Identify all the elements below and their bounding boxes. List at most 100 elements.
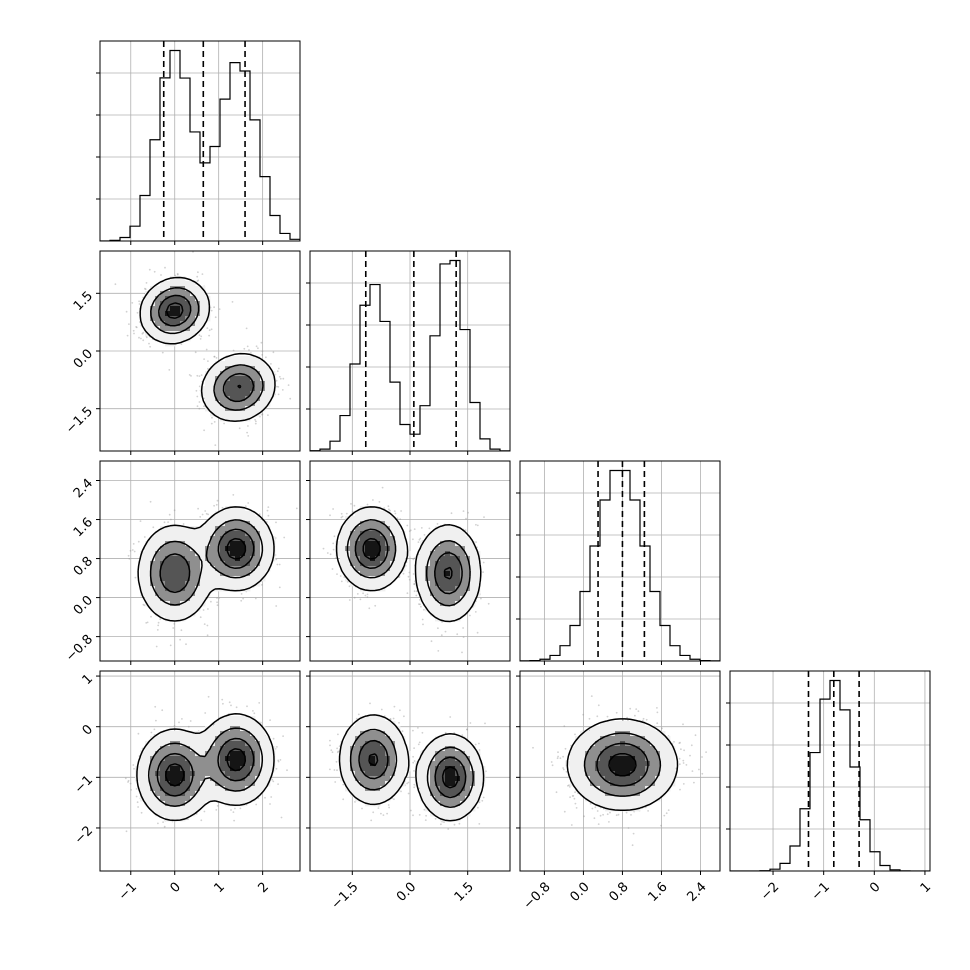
density-cell [155,531,161,537]
scatter-point [148,268,151,271]
scatter-point [246,345,249,348]
density-cell [245,556,251,562]
density-cell [245,511,251,517]
scatter-point [483,516,485,518]
density-cell [160,596,166,602]
density-cell [150,576,156,582]
density-cell [155,596,161,602]
density-cell [230,526,236,532]
density-cell [265,551,271,557]
scatter-point [169,644,172,647]
density-cell [230,571,236,577]
scatter-point [413,583,415,585]
density-cell [270,541,276,547]
density-cell [185,331,191,337]
scatter-point [247,502,250,504]
density-cell [145,581,151,587]
density-cell [240,516,246,522]
density-cell [180,536,186,542]
hist-panel-0 [96,40,301,242]
density-cell [205,571,211,577]
scatter-point [417,541,420,543]
density-cell [260,391,266,397]
scatter-point [345,512,348,515]
density-cell [190,541,196,547]
density-cell [245,371,251,377]
density-cell [195,296,201,302]
scatter-point [261,413,264,415]
scatter-point [374,604,377,607]
density-cell [170,311,176,317]
scatter-point [198,334,201,337]
density-cell [145,316,151,322]
density-cell [145,571,151,577]
density-cell [195,601,201,607]
scatter-point [127,323,130,325]
scatter-point [218,308,221,310]
density-cell [235,516,241,522]
density-cell [240,561,246,567]
density-cell [170,611,176,617]
density-cell [230,416,236,422]
scatter-point [245,327,248,330]
density-cell [190,316,196,322]
density-cell [180,591,186,597]
density-cell [225,576,231,582]
density-cell [150,296,156,302]
density-cell [255,376,261,382]
density-cell [220,511,226,517]
density-cell [170,566,176,572]
density-cell [210,556,216,562]
density-cell [225,401,231,407]
density-cell [165,556,171,562]
scatter-point [204,510,207,512]
density-cell [215,536,221,542]
density-cell [145,296,151,302]
density-cell [155,286,161,292]
scatter-point [213,355,216,358]
density-cell [150,536,156,542]
density-cell [175,291,181,297]
density-cell [215,396,221,402]
density-cell [185,526,191,532]
density-cell [210,516,216,522]
density-cell [240,356,246,362]
density-cell [165,606,171,612]
density-cell [250,566,256,572]
density-cell [205,376,211,382]
scatter-point [215,503,218,506]
density-cell [160,311,166,317]
density-cell [175,601,181,607]
density-cell [175,571,181,577]
density-cell [170,606,176,612]
scatter-point [254,422,257,425]
density-cell [140,586,146,592]
density-cell [265,391,271,397]
density-cell [210,541,216,547]
scatter-point [156,629,159,631]
scatter-panel-2-1 [309,460,511,662]
panel-content [100,251,300,451]
density-cell [245,571,251,577]
density-cell [155,566,161,572]
density-cell [210,526,216,532]
scatter-point [278,586,281,589]
density-cell [235,391,241,397]
density-cell [180,291,186,297]
scatter-point [213,504,216,507]
density-cell [205,301,211,307]
scatter-point [200,374,203,376]
density-cell [235,511,241,517]
density-cell [245,546,251,552]
density-cell [210,406,216,412]
density-cell [215,406,221,412]
scatter-point [205,512,208,515]
scatter-point [421,618,424,621]
density-cell [220,516,226,522]
scatter-point [138,303,141,305]
density-cell [175,566,181,572]
density-cell [220,541,226,547]
scatter-point [176,273,179,276]
scatter-point [332,542,335,545]
density-cell [205,591,211,597]
